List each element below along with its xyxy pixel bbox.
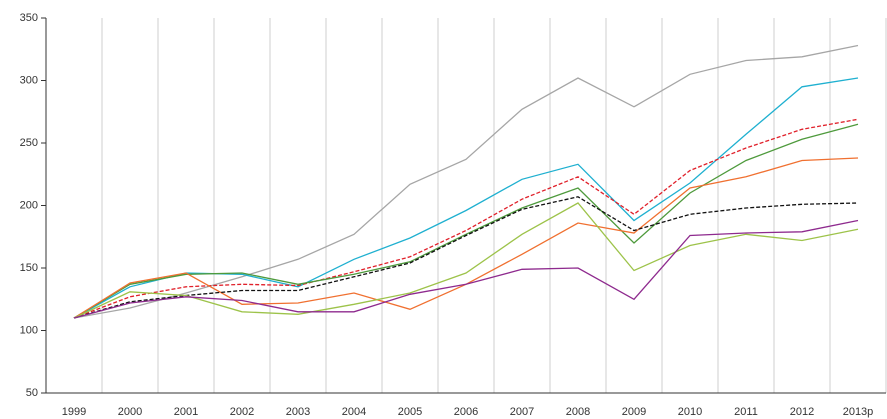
x-tick-label: 2000 [118, 406, 142, 418]
x-tick-label: 2009 [622, 406, 646, 418]
series-line [73, 196, 859, 319]
x-tick-label: 2001 [174, 406, 198, 418]
y-tick-label: 200 [20, 199, 38, 211]
x-tick-label: 2013p [843, 406, 874, 418]
x-tick-label: 2008 [566, 406, 590, 418]
x-tick-label: 1999 [62, 406, 86, 418]
x-tick-label: 2010 [678, 406, 702, 418]
y-tick-label: 250 [20, 137, 38, 149]
series-line [73, 118, 859, 319]
x-tick-label: 2006 [454, 406, 478, 418]
y-tick-label: 150 [20, 262, 38, 274]
x-tick-label: 2002 [230, 406, 254, 418]
x-tick-label: 2004 [342, 406, 366, 418]
x-tick-label: 2011 [734, 406, 758, 418]
series-line [73, 44, 859, 319]
y-tick-label: 300 [20, 74, 38, 86]
series-line [73, 202, 859, 319]
series-line [73, 157, 859, 319]
series-line [73, 77, 859, 319]
series-line [73, 219, 859, 319]
x-tick-label: 2003 [286, 406, 310, 418]
y-tick-label: 350 [20, 12, 38, 24]
y-tick-label: 100 [20, 324, 38, 336]
series-line [73, 123, 859, 319]
x-tick-label: 2012 [790, 406, 814, 418]
x-tick-label: 2005 [398, 406, 422, 418]
x-tick-label: 2007 [510, 406, 534, 418]
y-tick-label: 50 [26, 387, 38, 399]
